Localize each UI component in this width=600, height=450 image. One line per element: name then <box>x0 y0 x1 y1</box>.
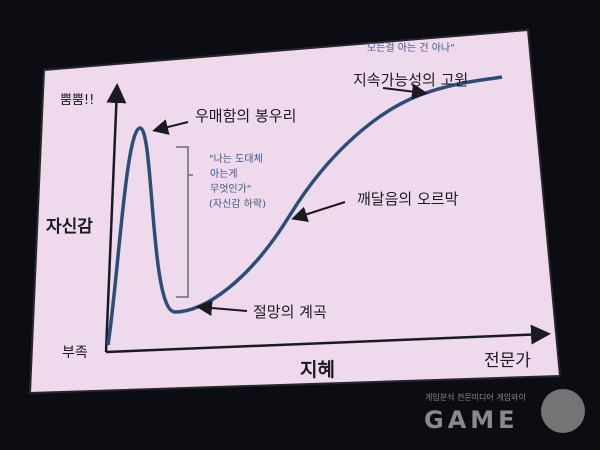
x-axis-right-label: 전문가 <box>484 351 531 371</box>
plateau-label: 지속가능성의 고원 <box>353 71 468 89</box>
y-axis <box>104 83 127 353</box>
slope-arrow <box>291 201 346 222</box>
drop-quote-line: "나는 도대체 <box>209 153 263 165</box>
valley-arrow <box>196 300 248 316</box>
peak-label: 우매함의 봉우리 <box>195 107 296 125</box>
x-axis-label: 지혜 <box>300 359 335 381</box>
plateau-quote: 모든걸 아는 건 아나" <box>367 41 455 54</box>
drop-bracket <box>176 146 193 298</box>
valley-label: 절망의 계곡 <box>253 303 327 321</box>
y-axis-bottom-label: 부족 <box>62 345 88 361</box>
watermark-logo: GAME <box>424 406 519 434</box>
peak-arrow <box>152 119 189 135</box>
y-axis-top-label: 뿜뿜!! <box>60 93 94 108</box>
slope-label: 깨달음의 오르막 <box>357 190 459 208</box>
y-axis-label: 자신감 <box>46 217 93 237</box>
watermark-logo-icon <box>541 389 585 433</box>
drop-quote-line: 아는게 <box>210 168 238 180</box>
drop-quote-line: 무엇인가" <box>210 183 251 195</box>
watermark-tagline: 게임분석 전문미디어 게임와이 <box>425 392 526 402</box>
plateau-arrow <box>382 83 428 100</box>
x-axis <box>105 324 551 354</box>
drop-quote-line: (자신감 하락) <box>209 197 266 210</box>
